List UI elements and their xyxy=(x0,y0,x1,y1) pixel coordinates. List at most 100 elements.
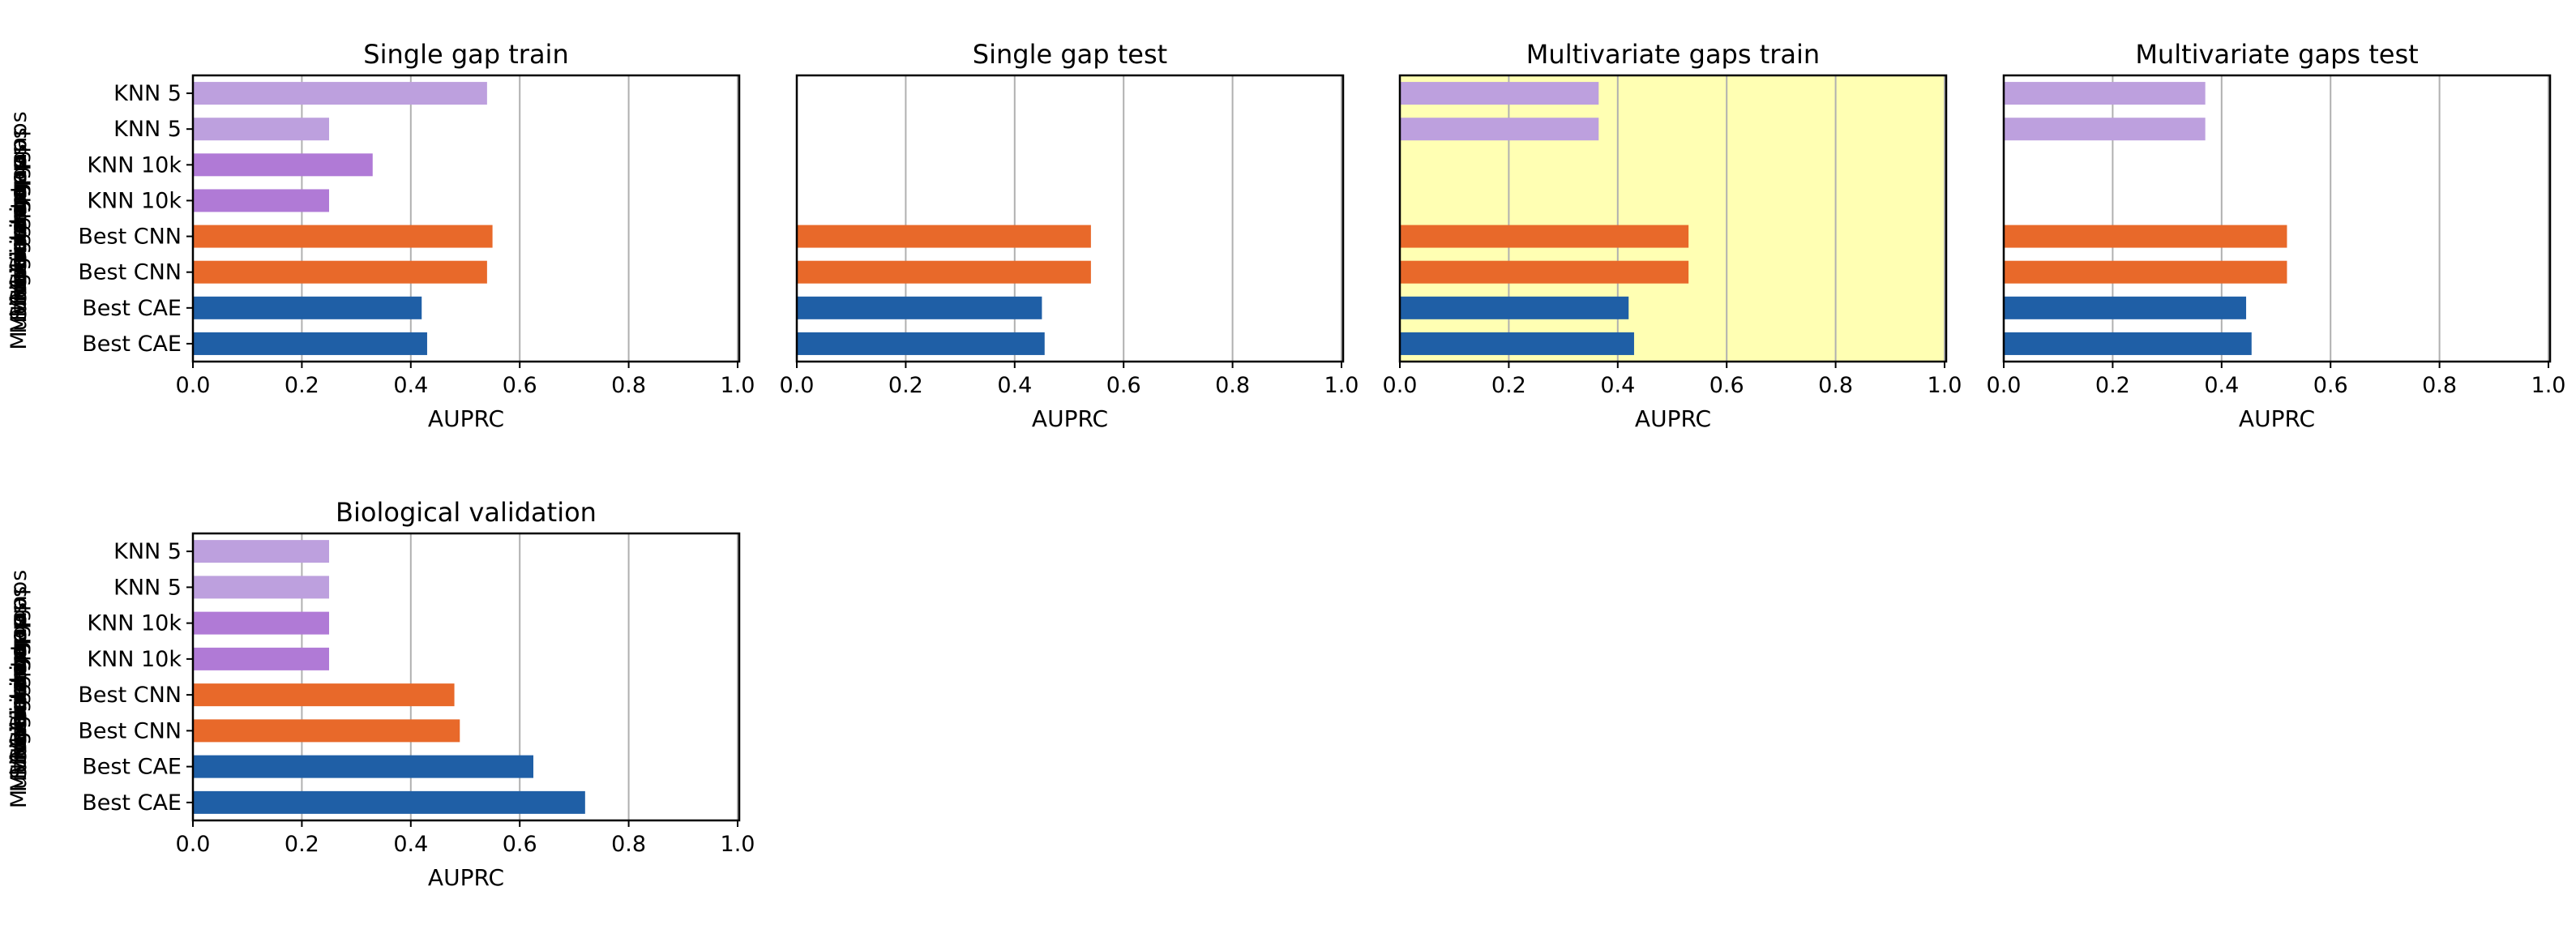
panel-5-y-tick-label: KNN 5 xyxy=(113,575,182,600)
panel-4-bar xyxy=(2004,296,2247,319)
panel-1-group-label: Single gap xyxy=(6,173,32,288)
panel-5-y-tick-label: Best CAE xyxy=(82,790,182,816)
panel-3-bar xyxy=(1400,225,1689,248)
panel-1-group-label: Multivariate gaps xyxy=(6,143,32,333)
panel-1-group-label: Single gap xyxy=(6,205,32,320)
panel-5-bar xyxy=(193,790,585,814)
panel-1-x-tick-label: 0.2 xyxy=(285,373,319,398)
panel-1-y-tick-label: Best CNN xyxy=(78,225,182,250)
panel-5-x-axis-label: AUPRC xyxy=(428,864,504,891)
panel-5-group-label: Single gap xyxy=(6,648,32,763)
panel-5-x-tick-label: 0.8 xyxy=(611,832,646,857)
panel-1-y-tick-label: Best CAE xyxy=(82,296,182,321)
panel-4-x-axis-label: AUPRC xyxy=(2239,405,2315,432)
panel-1-bar xyxy=(193,260,487,284)
panel-5-bar xyxy=(193,576,329,599)
panel-5-title: Biological validation xyxy=(336,497,597,528)
panel-1-y-tick-label: Best CAE xyxy=(82,332,182,357)
panel-5-bar xyxy=(193,755,533,778)
panel-5-bar xyxy=(193,611,329,635)
panel-1-bar xyxy=(193,225,493,248)
panel-1-group-label: Multivariate gaps xyxy=(6,160,32,349)
panel-5-bar xyxy=(193,683,455,707)
panel-5-y-tick-label: Best CNN xyxy=(78,683,182,708)
panel-5-y-tick-label: KNN 10k xyxy=(87,647,182,672)
panel-5-y-tick-label: KNN 5 xyxy=(113,539,182,564)
panel-2-bar xyxy=(797,332,1045,355)
panel-1-x-tick-label: 0.0 xyxy=(176,373,211,398)
panel-1-group-label: Single gap xyxy=(6,189,32,304)
panel-2-x-tick-label: 0.6 xyxy=(1106,373,1141,398)
panel-1-group-label: Multivariate gaps xyxy=(6,127,32,317)
panel-1-bar xyxy=(193,296,422,319)
panel-5-y-tick-label: Best CNN xyxy=(78,718,182,743)
panel-3-x-tick-label: 1.0 xyxy=(1928,373,1962,398)
panel-5-x-tick-label: 0.4 xyxy=(393,832,428,857)
panel-1-y-tick-label: Best CNN xyxy=(78,260,182,285)
panel-4-x-tick-label: 0.6 xyxy=(2313,373,2348,398)
panel-5-group-label: Multivariate gaps xyxy=(6,586,32,776)
panel-5-bar xyxy=(193,540,329,563)
panel-4-x-tick-label: 1.0 xyxy=(2531,373,2566,398)
panel-1-y-tick-label: KNN 5 xyxy=(113,81,182,106)
panel-3-bar xyxy=(1400,82,1599,105)
panel-1-group-label: Single gap xyxy=(6,156,32,272)
panel-2-title: Single gap test xyxy=(973,39,1167,70)
panel-5-group-label: Multivariate gaps xyxy=(6,602,32,792)
panel-3-bar xyxy=(1400,296,1629,319)
panel-2-bar xyxy=(797,225,1091,248)
panel-4-bar xyxy=(2004,225,2287,248)
panel-5-x-tick-label: 0.0 xyxy=(176,832,211,857)
panel-1-bar xyxy=(193,332,427,355)
panel-1-group-label: Multivariate gaps xyxy=(6,111,32,301)
panel-4-x-tick-label: 0.0 xyxy=(1987,373,2022,398)
panel-2-x-axis-label: AUPRC xyxy=(1032,405,1108,432)
panel-4-frame xyxy=(2002,74,2552,363)
panel-5-group-label: Single gap xyxy=(6,615,32,730)
panel-3-x-axis-label: AUPRC xyxy=(1635,405,1711,432)
panel-3-x-tick-label: 0.8 xyxy=(1818,373,1853,398)
panel-2-bar xyxy=(797,296,1042,319)
panel-4-x-tick-label: 0.2 xyxy=(2095,373,2130,398)
panel-1-x-axis-label: AUPRC xyxy=(428,405,504,432)
panel-4-title: Multivariate gaps test xyxy=(2135,39,2418,70)
panel-2-frame xyxy=(795,74,1345,363)
panel-1-bar xyxy=(193,118,329,141)
panel-3-bar xyxy=(1400,118,1599,141)
panel-3-x-tick-label: 0.0 xyxy=(1383,373,1418,398)
panel-5-bar xyxy=(193,647,329,670)
panel-3-x-tick-label: 0.6 xyxy=(1709,373,1744,398)
panel-2-x-tick-label: 1.0 xyxy=(1324,373,1359,398)
panel-5-group-label: Single gap xyxy=(6,664,32,779)
panel-3-bar xyxy=(1400,260,1689,284)
panel-1-x-tick-label: 0.8 xyxy=(611,373,646,398)
panel-5-frame xyxy=(191,532,741,822)
panel-1-x-tick-label: 0.4 xyxy=(393,373,428,398)
panel-1-bar xyxy=(193,189,329,212)
panel-3-x-tick-label: 0.4 xyxy=(1600,373,1635,398)
panel-4-bar xyxy=(2004,118,2206,141)
panel-5-bar xyxy=(193,719,460,743)
panel-1-y-tick-label: KNN 5 xyxy=(113,117,182,142)
panel-5-x-tick-label: 1.0 xyxy=(721,832,755,857)
panel-1-frame xyxy=(191,74,741,363)
panel-5-y-tick-label: Best CAE xyxy=(82,755,182,780)
panel-5-group-label: Single gap xyxy=(6,632,32,747)
panel-5-group-label: Multivariate gaps xyxy=(6,619,32,808)
panel-5-y-tick-label: KNN 10k xyxy=(87,611,182,636)
panel-1-x-tick-label: 1.0 xyxy=(721,373,755,398)
panel-3-frame xyxy=(1398,74,1948,363)
panel-4-bar xyxy=(2004,332,2252,355)
panel-1-title: Single gap train xyxy=(363,39,568,70)
panel-3-x-tick-label: 0.2 xyxy=(1491,373,1526,398)
panel-1-bar xyxy=(193,153,373,177)
panel-1-y-tick-label: KNN 10k xyxy=(87,152,182,178)
panel-4-bar xyxy=(2004,82,2206,105)
panel-1-y-tick-label: KNN 10k xyxy=(87,188,182,213)
panel-2-x-tick-label: 0.8 xyxy=(1215,373,1250,398)
panel-5-x-tick-label: 0.2 xyxy=(285,832,319,857)
panel-1-x-tick-label: 0.6 xyxy=(503,373,537,398)
panel-2-bar xyxy=(797,260,1091,284)
panel-2-x-tick-label: 0.0 xyxy=(780,373,815,398)
